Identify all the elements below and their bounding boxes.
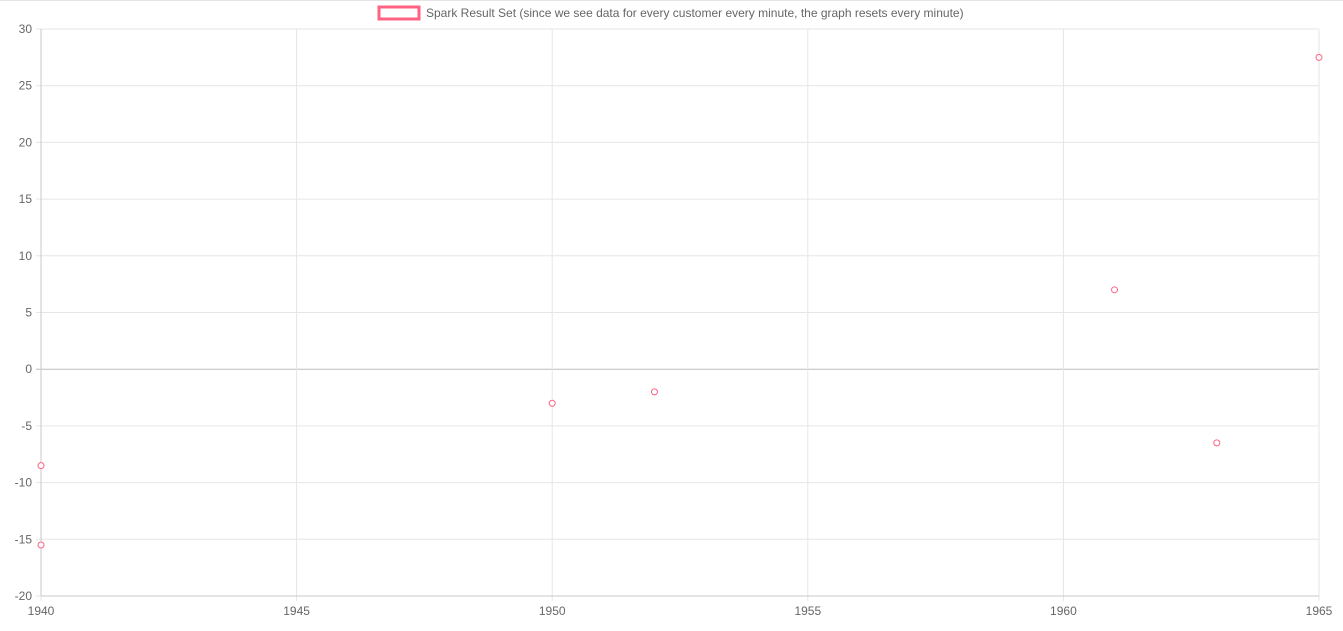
y-tick-label: 5 xyxy=(25,306,32,320)
y-tick-label: 15 xyxy=(19,192,33,206)
axis-layer xyxy=(40,29,1319,597)
data-points xyxy=(37,53,1323,549)
y-tick-label: 25 xyxy=(19,79,33,93)
x-tick-label: 1955 xyxy=(794,604,821,618)
x-tick-label: 1960 xyxy=(1050,604,1077,618)
y-tick-label: -5 xyxy=(21,419,32,433)
data-point[interactable] xyxy=(37,462,45,470)
data-point[interactable] xyxy=(1213,439,1221,447)
y-tick-label: 20 xyxy=(19,135,33,149)
legend[interactable]: Spark Result Set (since we see data for … xyxy=(377,5,964,21)
x-tick-label: 1965 xyxy=(1306,604,1333,618)
y-tick-label: 30 xyxy=(19,22,33,36)
data-point[interactable] xyxy=(650,388,658,396)
y-tick-label: 10 xyxy=(19,249,33,263)
x-tick-label: 1950 xyxy=(539,604,566,618)
x-tick-label: 1940 xyxy=(28,604,55,618)
y-tick-label: -20 xyxy=(15,589,33,603)
y-tick-label: 0 xyxy=(25,362,32,376)
data-point[interactable] xyxy=(1315,53,1323,61)
top-border xyxy=(0,0,1343,1)
grid-layer xyxy=(36,28,1320,601)
y-tick-label: -15 xyxy=(15,532,33,546)
y-tick-label: -10 xyxy=(15,476,33,490)
data-point[interactable] xyxy=(548,399,556,407)
data-point[interactable] xyxy=(37,541,45,549)
legend-label[interactable]: Spark Result Set (since we see data for … xyxy=(426,6,964,20)
x-tick-label: 1945 xyxy=(283,604,310,618)
legend-swatch[interactable] xyxy=(377,5,421,21)
data-point[interactable] xyxy=(1111,286,1119,294)
